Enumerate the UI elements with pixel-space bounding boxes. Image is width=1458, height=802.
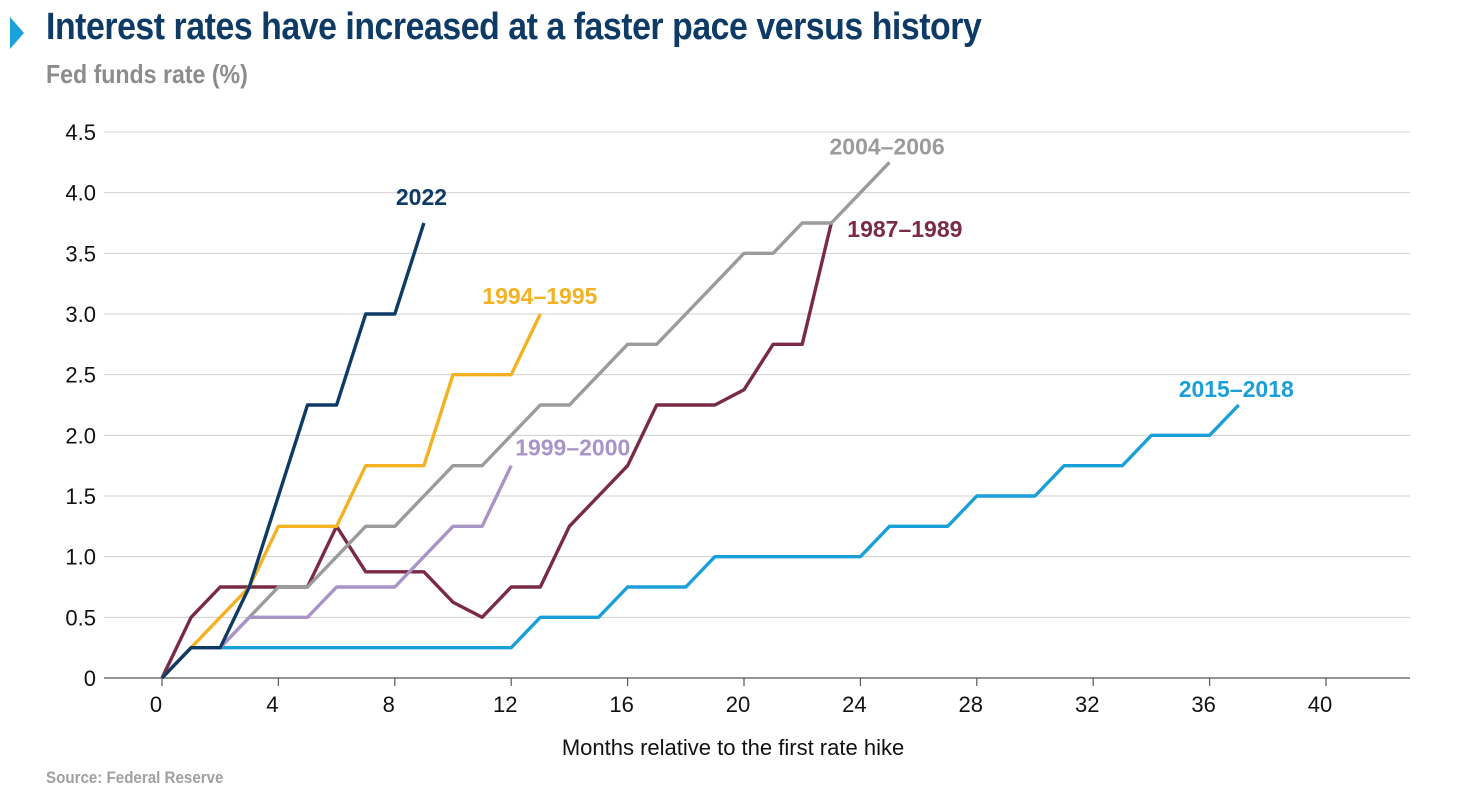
x-tick-label: 16	[609, 692, 633, 717]
series-labels: 2022 1994–1995 1999–2000 2004–2006 1987–1989…	[396, 133, 1294, 460]
chart-title: Interest rates have increased at a faste…	[46, 6, 982, 48]
gridlines	[104, 131, 1410, 679]
y-axis-ticks: 0 0.5 1.0 1.5 2.0 2.5 3.0 3.5 4.0 4.5	[65, 120, 96, 691]
series-label: 2004–2006	[830, 133, 945, 159]
series-label: 1994–1995	[482, 283, 597, 309]
series-label: 1987–1989	[847, 216, 962, 242]
series-line-1994–1995	[160, 313, 542, 680]
y-tick-label: 1.0	[65, 545, 96, 570]
y-tick-label: 3.5	[65, 241, 96, 266]
series-lines	[160, 161, 1240, 680]
x-axis-title: Months relative to the first rate hike	[562, 735, 904, 760]
x-tick-label: 32	[1075, 692, 1099, 717]
y-tick-label: 0	[84, 666, 96, 691]
series-line-2015–2018	[160, 403, 1240, 680]
x-tick-label: 8	[383, 692, 395, 717]
y-tick-label: 4.0	[65, 181, 96, 206]
y-tick-label: 2.0	[65, 423, 96, 448]
x-tick-label: 36	[1191, 692, 1215, 717]
series-label: 1999–2000	[515, 435, 630, 461]
y-tick-label: 1.5	[65, 484, 96, 509]
y-tick-label: 4.5	[65, 120, 96, 145]
x-tick-label: 24	[842, 692, 866, 717]
chart-subtitle: Fed funds rate (%)	[46, 59, 248, 89]
x-tick-label: 20	[726, 692, 750, 717]
title-marker-icon	[10, 17, 24, 49]
x-tick-label: 28	[959, 692, 983, 717]
y-tick-label: 2.5	[65, 363, 96, 388]
series-line-1987–1989	[160, 222, 833, 679]
series-line-2022	[160, 222, 426, 680]
x-axis-ticks: 0 4 8 12 16 20 24 28 32 36 40	[150, 678, 1332, 717]
x-tick-label: 4	[266, 692, 278, 717]
series-line-2004–2006	[160, 161, 891, 680]
series-label: 2015–2018	[1179, 376, 1294, 402]
source-note: Source: Federal Reserve	[46, 768, 224, 787]
y-tick-label: 0.5	[65, 605, 96, 630]
x-tick-label: 40	[1308, 692, 1332, 717]
x-tick-label: 12	[493, 692, 517, 717]
series-label: 2022	[396, 184, 447, 210]
x-tick-label: 0	[150, 692, 162, 717]
y-tick-label: 3.0	[65, 302, 96, 327]
